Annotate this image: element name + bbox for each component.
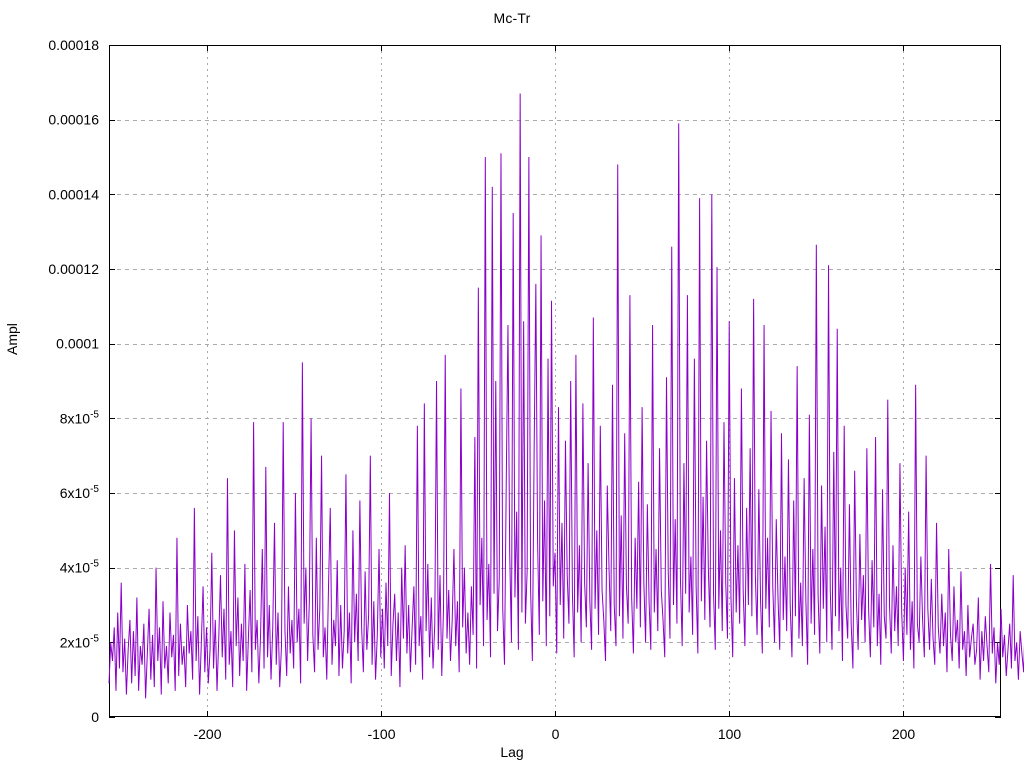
chart-title: Mc-Tr bbox=[493, 10, 531, 26]
x-tick-label: -200 bbox=[193, 726, 221, 742]
x-tick-label: 100 bbox=[718, 726, 742, 742]
axis-tick-labels: 0 2x10-5 4x10-5 6x10-5 8x10-5 0.0001 0.00012 0.… bbox=[48, 37, 915, 742]
y-tick-label: 6x10-5 bbox=[60, 484, 100, 501]
data-series-layer bbox=[108, 93, 1024, 699]
x-tick-label: -100 bbox=[367, 726, 395, 742]
x-tick-label: 200 bbox=[892, 726, 916, 742]
x-axis-label: Lag bbox=[500, 744, 524, 760]
y-tick-label: 0.00016 bbox=[48, 112, 99, 128]
plot-border bbox=[109, 45, 1001, 717]
y-tick-label: 0.00014 bbox=[48, 186, 99, 202]
y-tick-label: 0.00018 bbox=[48, 37, 99, 53]
y-tick-label: 0.00012 bbox=[48, 261, 99, 277]
data-series-line bbox=[108, 93, 1024, 699]
grid-lines bbox=[109, 45, 1001, 717]
y-tick-label: 0.0001 bbox=[56, 336, 99, 352]
y-tick-label: 8x10-5 bbox=[60, 409, 100, 426]
y-tick-label: 2x10-5 bbox=[60, 633, 100, 650]
x-tick-label: 0 bbox=[552, 726, 560, 742]
y-tick-label: 4x10-5 bbox=[60, 559, 100, 576]
y-tick-label: 0 bbox=[91, 709, 99, 725]
